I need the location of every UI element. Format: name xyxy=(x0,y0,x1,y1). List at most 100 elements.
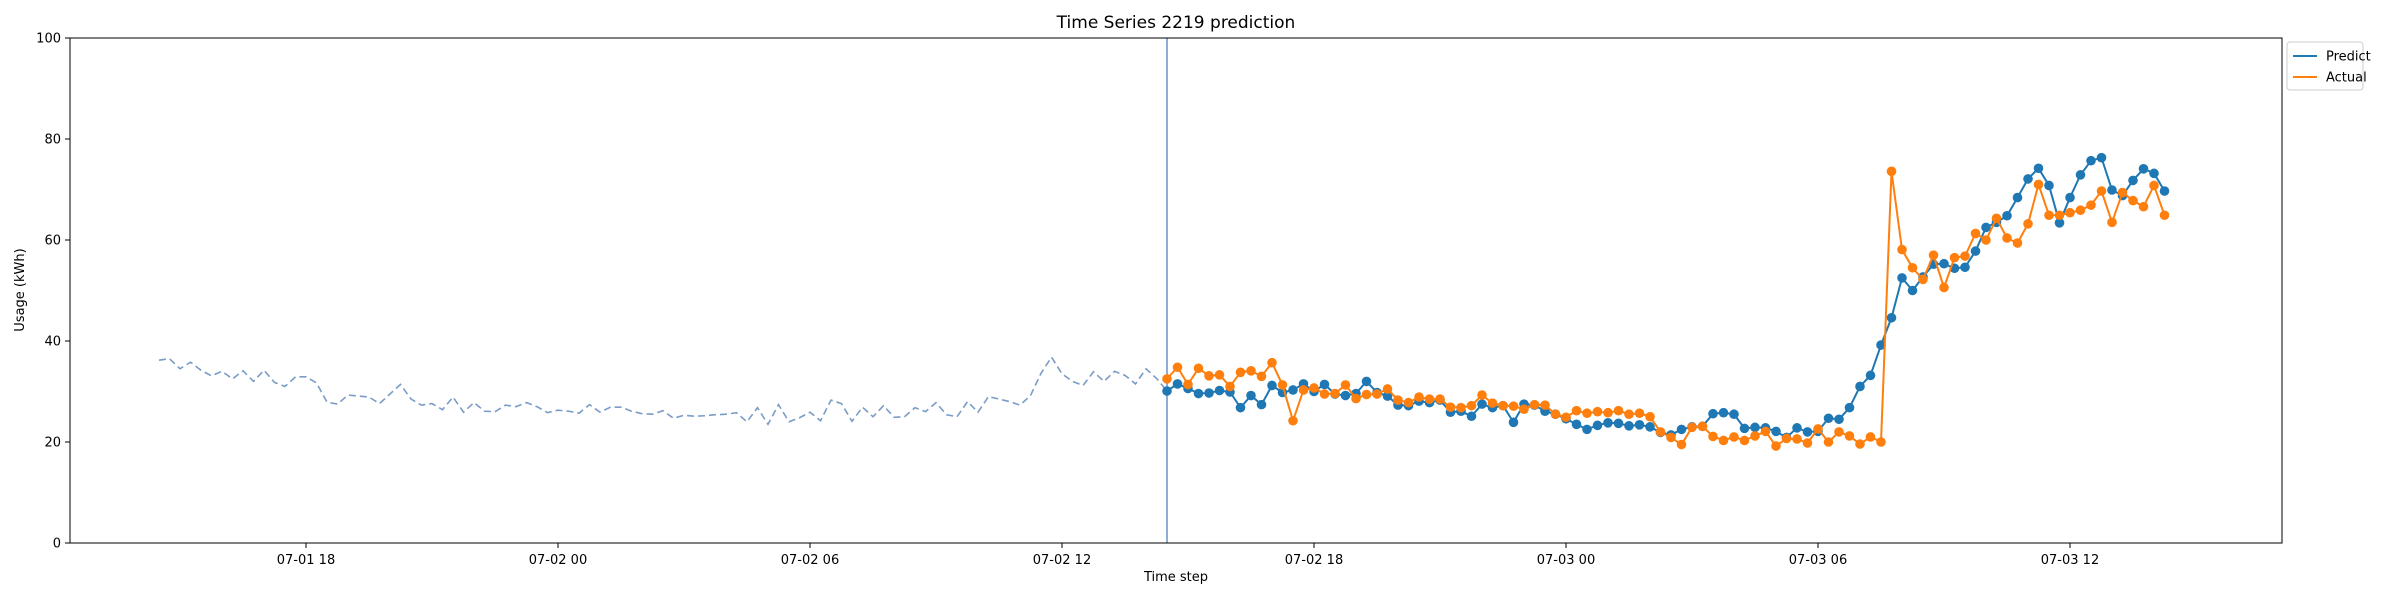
x-tick-label: 07-03 00 xyxy=(1537,553,1595,568)
predict-point xyxy=(2159,186,2170,196)
actual-point xyxy=(1718,435,1729,446)
predict-point xyxy=(1603,418,1613,428)
actual-point xyxy=(1382,384,1393,394)
predict-point xyxy=(2128,175,2138,186)
predict-point xyxy=(1571,419,1582,430)
predict-point xyxy=(2044,180,2054,191)
y-axis: 0 20 40 60 80 100 xyxy=(36,32,70,552)
actual-point xyxy=(2075,205,2086,216)
actual-point xyxy=(1603,407,1613,418)
legend: Predict Actual xyxy=(2286,41,2371,91)
actual-point xyxy=(2096,186,2107,196)
actual-point xyxy=(1529,399,1540,410)
actual-point xyxy=(1225,381,1235,392)
actual-point xyxy=(1802,438,1813,448)
predict-point xyxy=(1382,391,1393,401)
predict-point xyxy=(2149,168,2159,179)
actual-point xyxy=(1582,408,1592,419)
actual-point xyxy=(1624,409,1634,420)
actual-point xyxy=(1361,389,1372,400)
actual-point xyxy=(2044,210,2054,221)
predict-point xyxy=(1960,262,1970,273)
actual-point xyxy=(1403,397,1414,408)
y-tick-label: 20 xyxy=(44,436,61,451)
actual-point xyxy=(1844,431,1855,441)
actual-point xyxy=(1288,415,1298,426)
predict-point xyxy=(1361,376,1372,387)
actual-point xyxy=(2086,200,2096,210)
history-line xyxy=(158,355,1168,426)
chart-title: Time Series 2219 prediction xyxy=(1056,13,1296,33)
x-tick-label: 07-03 06 xyxy=(1789,553,1847,568)
predict-point xyxy=(1613,418,1624,429)
predict-point xyxy=(1729,409,1739,420)
y-tick-label: 0 xyxy=(53,537,61,552)
y-tick-label: 80 xyxy=(44,133,61,148)
predict-point xyxy=(1739,423,1750,434)
predict-point xyxy=(1897,273,1907,283)
actual-point xyxy=(1340,380,1351,390)
predict-point xyxy=(1708,408,1718,419)
actual-point xyxy=(1960,251,1970,261)
x-tick-label: 07-02 00 xyxy=(529,553,587,568)
actual-point xyxy=(1519,404,1529,414)
actual-point xyxy=(1939,282,1949,293)
x-tick-label: 07-01 18 xyxy=(277,553,335,568)
predict-point xyxy=(1855,381,1865,392)
actual-point xyxy=(1435,394,1445,404)
predict-point xyxy=(1970,246,1981,256)
y-tick-label: 60 xyxy=(44,234,61,249)
actual-point xyxy=(2149,180,2159,191)
actual-point xyxy=(2054,210,2065,221)
x-tick-label: 07-02 12 xyxy=(1033,553,1091,568)
actual-point xyxy=(1540,400,1550,410)
actual-point xyxy=(1792,434,1802,444)
actual-point xyxy=(2012,238,2023,248)
predict-point xyxy=(1319,379,1330,390)
actual-point xyxy=(1918,274,1928,285)
actual-point xyxy=(1466,400,1477,411)
predict-point xyxy=(1477,399,1487,409)
y-tick-label: 40 xyxy=(44,335,61,350)
predict-point xyxy=(2065,192,2075,203)
predict-point xyxy=(1340,390,1351,401)
predict-point xyxy=(1214,385,1225,396)
predict-point xyxy=(2075,170,2086,180)
predict-point xyxy=(1907,285,1918,296)
predict-point xyxy=(1592,420,1603,431)
predict-point xyxy=(1288,385,1298,395)
actual-point xyxy=(1550,409,1561,420)
actual-point xyxy=(1634,408,1645,419)
actual-point xyxy=(1813,424,1823,434)
predict-point xyxy=(1645,422,1655,432)
legend-label-predict: Predict xyxy=(2326,50,2371,65)
x-tick-label: 07-03 12 xyxy=(2041,553,2099,568)
legend-label-actual: Actual xyxy=(2326,71,2367,86)
actual-point xyxy=(2117,187,2128,198)
plot-frame xyxy=(69,37,2283,544)
x-tick-label: 07-02 18 xyxy=(1285,553,1343,568)
actual-point xyxy=(1666,432,1676,443)
actual-point xyxy=(1697,421,1708,432)
predict-point xyxy=(2086,155,2096,166)
actual-point xyxy=(1729,432,1739,442)
actual-point xyxy=(1172,362,1183,373)
actual-point xyxy=(1508,401,1519,411)
actual-point xyxy=(1330,388,1340,399)
actual-point xyxy=(1928,250,1939,260)
actual-point xyxy=(1855,439,1865,449)
actual-point xyxy=(2065,207,2075,218)
predict-point xyxy=(1204,388,1214,398)
predict-point xyxy=(1771,426,1781,437)
actual-point xyxy=(2023,219,2033,229)
actual-point xyxy=(1414,392,1424,402)
actual-point xyxy=(1372,389,1382,399)
actual-point xyxy=(1865,432,1876,442)
predict-point xyxy=(1823,413,1834,424)
actual-point xyxy=(1991,213,2002,224)
predict-point xyxy=(1246,390,1256,401)
predict-point xyxy=(1718,407,1729,418)
actual-point xyxy=(1771,441,1781,451)
predict-point xyxy=(1834,414,1844,425)
